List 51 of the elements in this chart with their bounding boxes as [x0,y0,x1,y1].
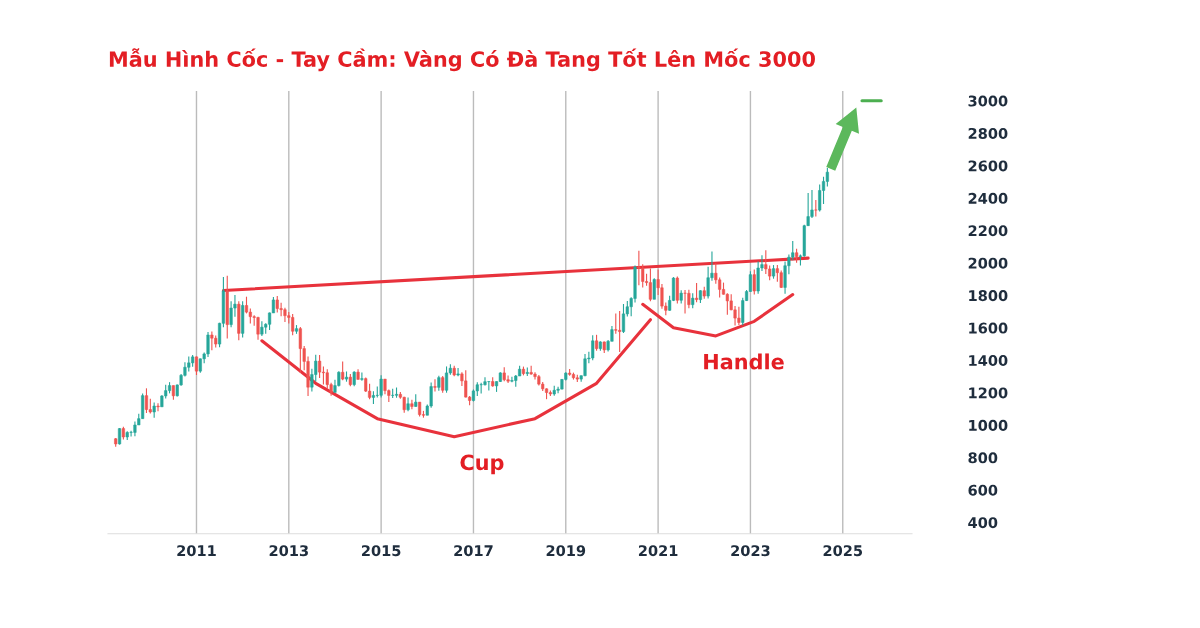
annotation: Handle [704,353,784,370]
y-tick-label: 2200 [968,225,1008,237]
y-tick-label: 2000 [968,257,1008,269]
y-tick-label: 1400 [969,354,1008,367]
candlestick [433,378,437,392]
candlestick [510,376,514,383]
candlestick [618,310,622,353]
candlestick [591,334,595,361]
candlestick [652,277,656,300]
candlestick [318,354,322,379]
candlestick [464,369,468,398]
y-tick-label: 2400 [968,192,1008,204]
candlestick [718,277,722,299]
y-tick-label: 2800 [968,127,1008,139]
y-tick-label: 3000 [968,95,1008,107]
candlestick [456,367,460,377]
candlestick [298,326,302,374]
y-tick-label: 1000 [969,419,1008,431]
candlestick [675,275,679,305]
x-tick-label: 2025 [823,545,863,557]
x-tick-label: 2019 [546,545,586,557]
candlestick [637,250,641,286]
line-series [260,318,652,439]
x-tick-label: 2011 [177,545,216,557]
candlestick [479,382,483,395]
y-tick-label: 1600 [969,322,1008,334]
candlestick [379,374,383,399]
candlestick [683,289,687,315]
x-tick-label: 2021 [638,545,678,557]
y-tick-label: 1200 [969,387,1008,399]
y-tick-label: 600 [968,484,998,496]
candlestick [737,306,741,326]
line-series [641,293,795,338]
candlestick [360,372,364,382]
annotation: Cup [460,454,504,475]
candlestick [621,303,626,334]
x-tick-label: 2015 [361,545,401,557]
candlestick [725,292,729,316]
candlestick [410,399,414,410]
y-tick-label: 1800 [969,290,1008,302]
chart-title: Mẫu Hình Cốc - Tay Cầm: Vàng Có Đà Tang Tốt Lên Mốc 3000 [109,48,815,72]
candlestick [291,313,295,336]
y-tick-label: 800 [968,452,998,464]
candlestick [210,331,214,351]
candlestick [156,402,160,412]
x-tick-label: 2023 [731,545,770,557]
x-tick-label: 2017 [454,545,493,557]
y-tick-label: 2600 [968,160,1008,172]
candlestick [752,268,756,296]
y-tick-label: 400 [968,517,998,529]
x-tick-label: 2013 [269,545,308,557]
